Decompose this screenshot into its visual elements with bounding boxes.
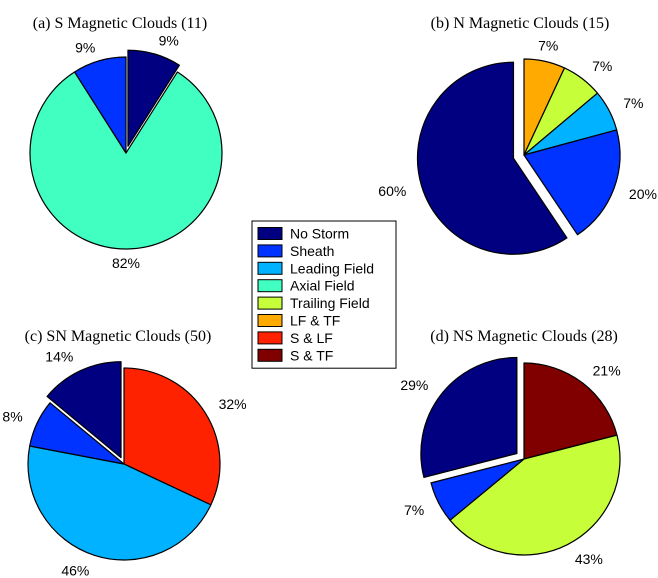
legend-label-leading-field: Leading Field	[290, 260, 374, 276]
pie-slice-sheath	[430, 458, 525, 521]
pie-panel-3: (d) NS Magnetic Clouds (28) 21% 43% 7% 29%	[400, 328, 620, 567]
pie-slice-no-storm	[420, 356, 518, 478]
legend-label-s-and-lf: S & LF	[290, 330, 333, 346]
slice-label-sheath: 20%	[629, 186, 657, 202]
pie-title: (d) NS Magnetic Clouds (28)	[430, 328, 618, 345]
slice-label-no-storm: 29%	[400, 377, 428, 393]
legend-label-lf-and-tf: LF & TF	[290, 313, 340, 329]
pie-panels: (a) S Magnetic Clouds (11)9%82%9%(b) N M…	[2, 15, 657, 578]
slice-label-s-and-lf: 32%	[219, 396, 247, 412]
legend-label-no-storm: No Storm	[290, 226, 349, 242]
slice-label-sheath: 8%	[2, 408, 22, 424]
pie-panel-1: (b) N Magnetic Clouds (15) 7% 7% 7% 20% 60%	[378, 15, 657, 255]
pie-slice-no-storm	[46, 361, 122, 459]
slice-label-no-storm: 14%	[45, 348, 73, 364]
slice-label-sheath: 9%	[75, 39, 95, 55]
pie-slice-no-storm	[127, 49, 180, 147]
pie-slice-sheath	[73, 56, 127, 154]
slice-label-no-storm: 60%	[378, 183, 406, 199]
pie-slice-no-storm	[416, 61, 568, 255]
slice-label-lf-and-tf: 7%	[538, 38, 558, 54]
pie-panel-0: (a) S Magnetic Clouds (11)9%82%9%	[29, 15, 223, 271]
legend-label-trailing-field: Trailing Field	[290, 295, 370, 311]
legend-swatch-s-and-lf	[257, 331, 283, 345]
pie-slice-sheath	[523, 129, 621, 236]
pie-panel-2: (c) SN Magnetic Clouds (50) 32% 46% 8% 14%	[2, 328, 246, 578]
legend-swatch-lf-and-tf	[257, 314, 283, 327]
legend-swatch-no-storm	[257, 227, 283, 240]
slice-label-trailing-field: 7%	[592, 58, 612, 74]
legend-label-s-and-tf: S & TF	[290, 347, 333, 363]
pie-slice-leading-field	[27, 445, 212, 561]
slice-label-trailing-field: 43%	[575, 551, 603, 567]
slice-label-s-and-tf: 21%	[593, 363, 621, 379]
slice-label-leading-field: 46%	[61, 563, 89, 578]
legend-swatch-s-and-tf	[257, 348, 283, 362]
pie-slice-s-and-tf	[523, 362, 618, 460]
slice-label-no-storm: 9%	[159, 33, 179, 49]
slice-label-axial-field: 82%	[112, 255, 140, 271]
legend-swatch-leading-field	[257, 261, 283, 275]
slice-label-leading-field: 7%	[623, 95, 643, 111]
legend-label-sheath: Sheath	[290, 243, 334, 259]
legend-swatch-trailing-field	[257, 296, 283, 310]
legend-swatch-axial-field	[257, 279, 283, 293]
slice-label-sheath: 7%	[404, 502, 424, 518]
pie-title: (a) S Magnetic Clouds (11)	[33, 15, 207, 32]
pie-slice-trailing-field	[449, 434, 621, 556]
pie-title: (b) N Magnetic Clouds (15)	[431, 15, 610, 32]
pie-slice-axial-field	[29, 71, 223, 250]
pie-slice-s-and-lf	[123, 367, 221, 506]
legend-label-axial-field: Axial Field	[290, 278, 355, 294]
legend-swatch-sheath	[257, 244, 283, 258]
pie-slice-sheath	[29, 402, 125, 465]
pie-title: (c) SN Magnetic Clouds (50)	[25, 328, 212, 345]
